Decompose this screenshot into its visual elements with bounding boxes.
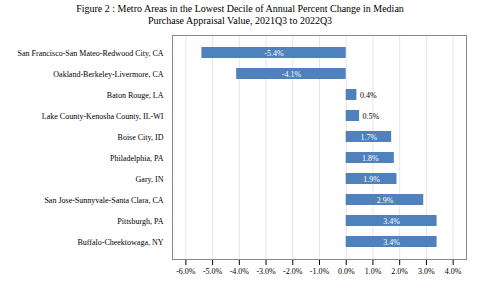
svg-text:3.4%: 3.4% — [383, 238, 400, 247]
svg-text:0.4%: 0.4% — [360, 91, 377, 100]
svg-text:1.0%: 1.0% — [365, 267, 382, 276]
svg-text:Philadelphia, PA: Philadelphia, PA — [110, 154, 164, 163]
svg-text:1.7%: 1.7% — [361, 133, 378, 142]
html-text:Figure 2 : Metro Areas in the: Figure 2 : Metro Areas in the Lowest Dec… — [76, 3, 404, 26]
svg-text:Gary, IN: Gary, IN — [136, 175, 164, 184]
svg-text:-5.0%: -5.0% — [203, 267, 223, 276]
svg-text:Pittsburgh, PA: Pittsburgh, PA — [117, 217, 163, 226]
svg-text:-1.0%: -1.0% — [310, 267, 330, 276]
svg-text:1.9%: 1.9% — [363, 175, 380, 184]
svg-text:0.0%: 0.0% — [338, 267, 355, 276]
svg-text:San Jose-Sunnyvale-Santa Clara: San Jose-Sunnyvale-Santa Clara, CA — [44, 196, 163, 205]
svg-text:Lake County-Kenosha County, IL: Lake County-Kenosha County, IL-WI — [42, 112, 164, 121]
svg-text:Buffalo-Cheektowaga, NY: Buffalo-Cheektowaga, NY — [77, 238, 163, 247]
svg-text:2.9%: 2.9% — [377, 196, 394, 205]
svg-text:San Francisco-San Mateo-Redwoo: San Francisco-San Mateo-Redwood City, CA — [18, 49, 164, 58]
svg-text:Baton Rouge, LA: Baton Rouge, LA — [107, 91, 164, 100]
svg-text:-6.0%: -6.0% — [176, 267, 196, 276]
svg-text:1.8%: 1.8% — [362, 154, 379, 163]
svg-text:-4.0%: -4.0% — [230, 267, 250, 276]
svg-text:3.4%: 3.4% — [383, 217, 400, 226]
svg-text:-4.1%: -4.1% — [282, 70, 302, 79]
svg-text:Boise City, ID: Boise City, ID — [118, 133, 164, 142]
svg-text:3.0%: 3.0% — [418, 267, 435, 276]
svg-text:2.0%: 2.0% — [391, 267, 408, 276]
svg-text:Oakland-Berkeley-Livermore, CA: Oakland-Berkeley-Livermore, CA — [53, 70, 163, 79]
svg-text:-5.4%: -5.4% — [264, 49, 284, 58]
svg-text:4.0%: 4.0% — [445, 267, 462, 276]
svg-text:-2.0%: -2.0% — [283, 267, 303, 276]
svg-text:0.5%: 0.5% — [363, 112, 380, 121]
svg-text:-3.0%: -3.0% — [256, 267, 276, 276]
